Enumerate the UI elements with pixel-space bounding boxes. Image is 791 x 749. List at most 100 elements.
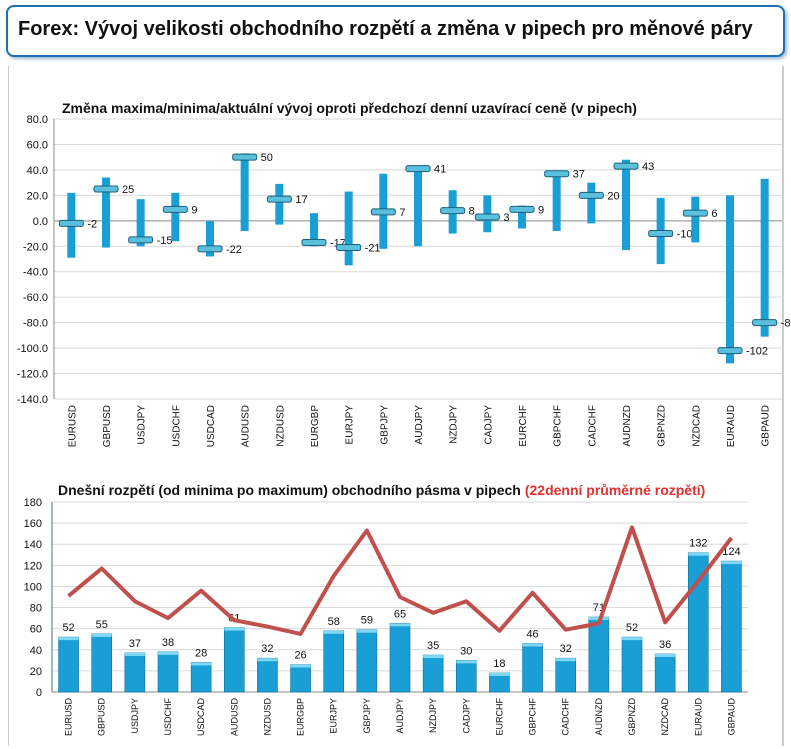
bar-top-highlight (522, 643, 543, 647)
x-tick-label: GBPUSD (97, 698, 107, 737)
chart2-title: Dnešní rozpětí (od minima po maximum) ob… (58, 482, 705, 498)
data-label: 65 (394, 608, 406, 620)
range-bar (344, 191, 353, 266)
x-tick-label: EURGBP (296, 698, 306, 736)
data-label: 32 (560, 643, 572, 655)
data-label: 28 (195, 647, 207, 659)
bar-top-highlight (489, 673, 510, 676)
x-tick-label: USDCAD (206, 405, 217, 447)
x-tick-label: EURAUD (726, 405, 737, 447)
range-bar (622, 159, 630, 251)
x-tick-label: GBPUSD (102, 405, 113, 447)
current-marker (405, 165, 431, 173)
data-label: 132 (689, 538, 707, 550)
x-tick-label: GBPNZD (657, 405, 668, 447)
range-bar (414, 166, 422, 247)
current-marker (682, 209, 708, 217)
x-tick-label: CADCHF (561, 697, 571, 735)
range-bar (136, 199, 145, 247)
data-label: 58 (328, 616, 340, 628)
x-tick-label: CADJPY (483, 405, 494, 445)
current-marker (336, 244, 362, 252)
data-label: 35 (427, 640, 439, 652)
data-label: 59 (361, 615, 373, 627)
y-tick-label: -140.0 (17, 394, 48, 406)
x-tick-label: USDJPY (137, 405, 148, 445)
bar-top-highlight (224, 627, 245, 631)
range-bar (691, 196, 700, 243)
bar-top-highlight (91, 633, 112, 637)
x-tick-label: AUDNZD (594, 698, 604, 736)
x-tick-label: AUDJPY (395, 698, 405, 734)
range-bar (310, 213, 318, 247)
bar-top-highlight (191, 662, 212, 666)
range-bar (721, 560, 742, 693)
x-tick-label: EURGBP (310, 405, 321, 448)
range-bar (760, 178, 769, 337)
x-tick-label: CADCHF (587, 405, 598, 447)
x-tick-label: GBPAUD (726, 698, 736, 736)
range-bar (171, 192, 180, 242)
data-label: 32 (261, 643, 273, 655)
range-bar (455, 660, 477, 693)
range-bar (190, 662, 212, 693)
data-label: -21 (365, 243, 381, 255)
current-marker (613, 162, 639, 170)
data-label: 52 (626, 622, 638, 634)
current-marker (266, 195, 292, 203)
y-tick-label: -60.0 (23, 292, 48, 304)
x-tick-label: EURCHF (518, 405, 529, 447)
bar-top-highlight (356, 629, 377, 633)
current-marker (509, 205, 535, 213)
avg-range-line (67, 525, 734, 636)
x-tick-label: USDJPY (130, 698, 140, 734)
current-marker (578, 191, 604, 199)
bar-top-highlight (555, 658, 576, 662)
bar-top-highlight (290, 664, 311, 668)
bar-top-highlight (655, 654, 676, 657)
x-tick-label: CADJPY (461, 698, 471, 734)
data-label: 9 (191, 204, 197, 216)
x-tick-label: EURAUD (693, 698, 703, 737)
data-label: 3 (503, 212, 509, 224)
y-tick-label: 0.0 (33, 216, 48, 228)
data-label: 17 (295, 194, 307, 206)
range-bar (240, 153, 249, 231)
range-bar (518, 205, 526, 229)
x-tick-label: NZDUSD (262, 698, 272, 736)
y-tick-label: 100 (24, 581, 42, 593)
bar-top-highlight (158, 651, 178, 655)
data-label: 20 (607, 190, 619, 202)
data-label: -10 (677, 229, 693, 241)
y-tick-label: 60.0 (27, 139, 48, 151)
range-bar (726, 195, 734, 364)
data-label: 25 (122, 184, 134, 196)
data-label: 37 (573, 169, 585, 181)
bar-top-highlight (423, 655, 444, 659)
range-bar (422, 654, 444, 693)
data-label: 30 (460, 645, 472, 657)
y-tick-label: -20.0 (23, 241, 48, 253)
y-tick-label: 40 (30, 645, 42, 657)
y-tick-label: 140 (24, 539, 42, 551)
bar-top-highlight (390, 623, 410, 627)
data-label: 8 (469, 206, 475, 218)
x-tick-label: USDCHF (171, 405, 182, 447)
data-label: 50 (261, 152, 273, 164)
data-label: 6 (711, 208, 717, 220)
range-bar (124, 652, 146, 693)
bar-top-highlight (721, 561, 742, 565)
range-bar (206, 220, 214, 257)
x-tick-label: AUDJPY (414, 405, 425, 445)
current-marker (197, 245, 223, 253)
x-tick-label: EURCHF (494, 697, 504, 735)
chart-panel (8, 66, 784, 746)
chart1-title: Změna maxima/minima/aktuální vývoj oprot… (62, 100, 637, 116)
bar-top-highlight (622, 637, 642, 641)
current-marker (648, 230, 674, 238)
x-tick-label: EURUSD (67, 405, 78, 447)
x-tick-label: EURUSD (64, 698, 74, 737)
current-marker (58, 219, 84, 227)
y-tick-label: -100.0 (17, 343, 48, 355)
current-marker (544, 170, 570, 178)
